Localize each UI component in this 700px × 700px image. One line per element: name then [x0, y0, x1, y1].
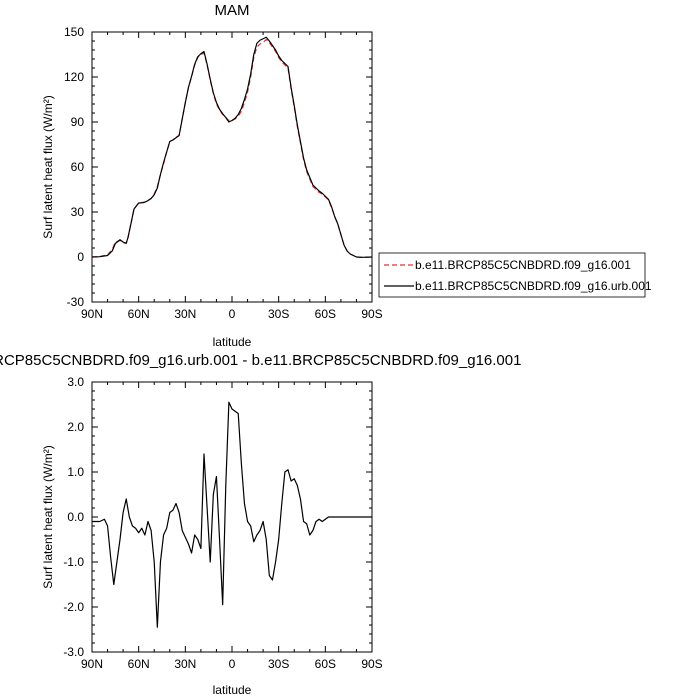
bottom-chart-panel: b.e11.BRCP85C5CNBDRD.f09_g16.urb.001 - b… — [0, 352, 521, 697]
legend-label-series-1: b.e11.BRCP85C5CNBDRD.f09_g16.001 — [415, 258, 631, 272]
top-series-lines — [91, 36, 373, 259]
top-tick-marks — [91, 31, 373, 303]
top-x-axis-label: latitude — [213, 335, 252, 349]
y-tick-label: -3.0 — [63, 645, 84, 659]
y-tick-label: 1.0 — [67, 465, 84, 479]
series-line-1 — [91, 38, 373, 259]
x-tick-label: 0 — [229, 657, 236, 671]
top-plot-frame — [91, 31, 373, 303]
x-tick-label: 90N — [81, 307, 103, 321]
top-y-tick-labels: -30 0 30 60 90 120 150 — [64, 25, 84, 309]
x-tick-label: 90S — [361, 657, 382, 671]
x-tick-label: 30S — [268, 307, 289, 321]
y-tick-label: 2.0 — [67, 420, 84, 434]
legend-box — [378, 252, 646, 298]
x-tick-label: 90N — [81, 657, 103, 671]
y-tick-label: 30 — [71, 205, 85, 219]
x-tick-label: 0 — [229, 307, 236, 321]
x-tick-label: 30N — [174, 657, 196, 671]
y-tick-label: 120 — [64, 70, 84, 84]
x-tick-label: 30S — [268, 657, 289, 671]
bottom-tick-marks — [91, 381, 373, 653]
series-line-1 — [92, 401, 372, 628]
y-tick-label: 90 — [71, 115, 85, 129]
bottom-x-tick-labels: 90N 60N 30N 0 30S 60S 90S — [81, 657, 383, 671]
x-tick-label: 60S — [315, 307, 336, 321]
y-tick-label: 0.0 — [67, 510, 84, 524]
top-y-axis-label: Surf latent heat flux (W/m²) — [41, 95, 55, 238]
legend-label-series-2: b.e11.BRCP85C5CNBDRD.f09_g16.urb.001 — [415, 279, 652, 293]
y-tick-label: -2.0 — [63, 600, 84, 614]
y-tick-label: 150 — [64, 25, 84, 39]
bottom-x-axis-label: latitude — [213, 683, 252, 697]
bottom-chart-title: b.e11.BRCP85C5CNBDRD.f09_g16.urb.001 - b… — [0, 352, 521, 369]
y-tick-label: -30 — [67, 295, 85, 309]
x-tick-label: 30N — [174, 307, 196, 321]
bottom-y-axis-label: Surf latent heat flux (W/m²) — [41, 445, 55, 588]
top-chart-title: MAM — [215, 2, 250, 19]
x-tick-label: 60N — [128, 307, 150, 321]
legend: b.e11.BRCP85C5CNBDRD.f09_g16.001 b.e11.B… — [378, 252, 652, 298]
x-tick-label: 60N — [128, 657, 150, 671]
bottom-series-lines — [92, 401, 372, 628]
x-tick-label: 60S — [315, 657, 336, 671]
y-tick-label: 0 — [77, 250, 84, 264]
series-line-2 — [91, 36, 373, 258]
top-x-tick-labels: 90N 60N 30N 0 30S 60S 90S — [81, 307, 383, 321]
x-tick-label: 90S — [361, 307, 382, 321]
y-tick-label: -1.0 — [63, 555, 84, 569]
bottom-y-tick-labels: -3.0 -2.0 -1.0 0.0 1.0 2.0 3.0 — [63, 375, 84, 659]
y-tick-label: 3.0 — [67, 375, 84, 389]
y-tick-label: 60 — [71, 160, 85, 174]
top-chart-panel: MAM 90N 60N 30N 0 30S 60S 90S -30 0 30 60 90 120 150… — [41, 2, 383, 349]
